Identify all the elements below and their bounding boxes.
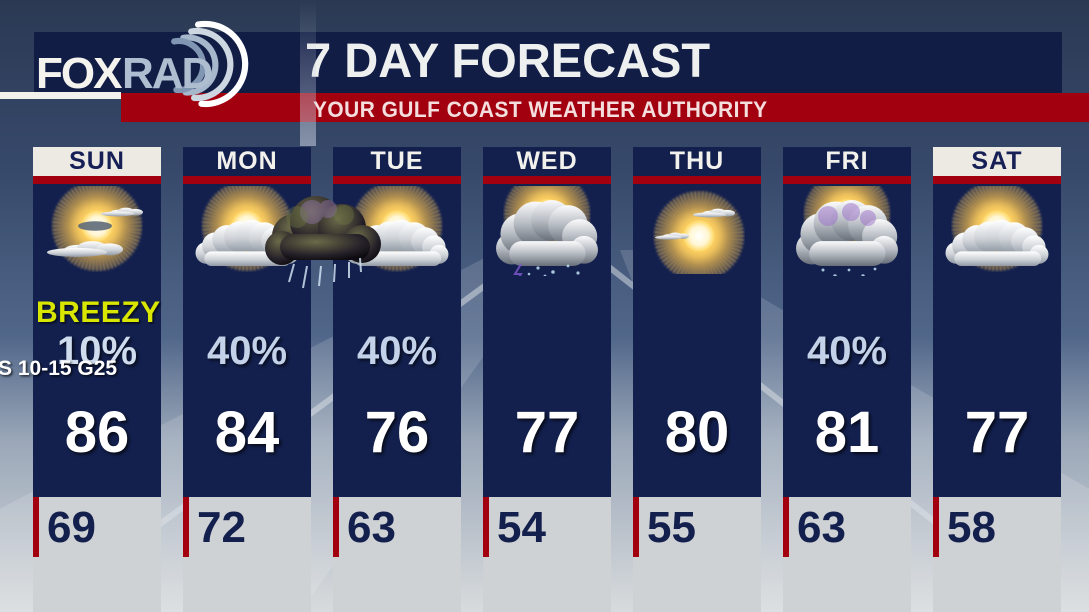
svg-text:FOX: FOX xyxy=(36,49,122,98)
svg-text:RAD: RAD xyxy=(122,49,212,98)
